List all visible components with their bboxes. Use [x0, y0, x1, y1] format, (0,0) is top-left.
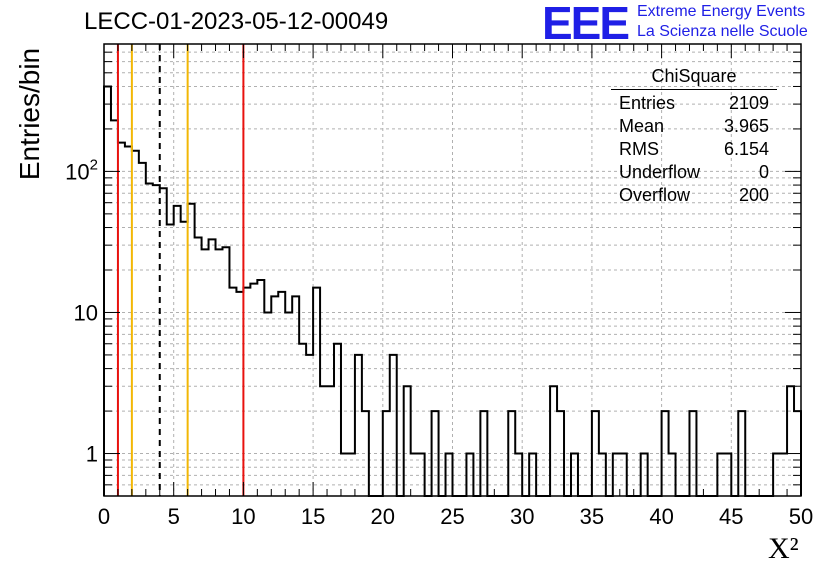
stats-value: 200 [738, 185, 769, 205]
x-tick-label: 45 [719, 504, 743, 529]
stats-title: ChiSquare [611, 66, 777, 90]
x-tick-label: 5 [168, 504, 180, 529]
x-tick-label: 10 [231, 504, 255, 529]
x-tick-label: 50 [789, 504, 813, 529]
tick-labels: 0 5 10 15 20 25 30 35 40 45 50 1 10 102 [65, 156, 813, 529]
stats-label: RMS [619, 139, 659, 159]
y-tick-label: 102 [65, 156, 98, 184]
stats-row: Entries 2109 [611, 92, 777, 115]
x-axis-label: X² [768, 532, 799, 565]
stats-value: 6.154 [723, 139, 769, 159]
stats-label: Underflow [619, 162, 701, 182]
x-tick-label: 15 [301, 504, 325, 529]
stats-value: 0 [758, 162, 769, 182]
logo-caption: Extreme Energy Events La Scienza nelle S… [637, 2, 808, 42]
x-tick-label: 30 [510, 504, 534, 529]
stats-box: ChiSquare Entries 2109 Mean 3.965 RMS 6.154… [611, 66, 777, 207]
y-tick-label: 10 [74, 300, 98, 325]
eee-logo: EEE [542, 0, 630, 49]
stats-row: Mean 3.965 [611, 115, 777, 138]
histogram [103, 85, 802, 497]
logo-caption-line1: Extreme Energy Events [637, 3, 806, 20]
stats-value: 2109 [728, 93, 769, 113]
x-tick-label: 25 [440, 504, 464, 529]
axis-ticks [103, 43, 802, 497]
grid-lines [104, 43, 801, 497]
chart-title: LECC-01-2023-05-12-00049 [84, 8, 389, 35]
x-tick-label: 0 [98, 504, 110, 529]
stats-label: Entries [619, 93, 676, 113]
y-tick-label: 1 [86, 442, 98, 467]
y-axis-label: Entries/bin [14, 47, 45, 181]
stats-row: Underflow 0 [611, 161, 777, 184]
stats-value: 3.965 [723, 116, 769, 136]
stats-label: Mean [619, 116, 665, 136]
histogram-outline [103, 85, 802, 497]
stats-row: RMS 6.154 [611, 138, 777, 161]
x-tick-label: 20 [371, 504, 395, 529]
stats-row: Overflow 200 [611, 184, 777, 207]
x-tick-label: 35 [580, 504, 604, 529]
stats-label: Overflow [619, 185, 691, 205]
logo-caption-line2: La Scienza nelle Scuole [637, 23, 808, 40]
marker-lines [116, 44, 245, 496]
x-tick-label: 40 [649, 504, 673, 529]
